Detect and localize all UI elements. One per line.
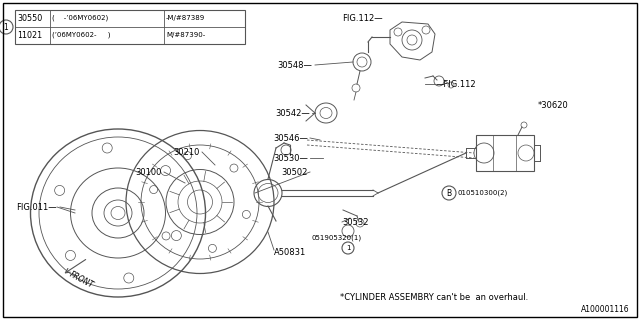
- Text: 30530—: 30530—: [273, 154, 308, 163]
- Text: 010510300(2): 010510300(2): [458, 190, 508, 196]
- Text: 30546—: 30546—: [273, 133, 308, 142]
- Text: 30502: 30502: [282, 167, 308, 177]
- Text: *30620: *30620: [538, 100, 569, 109]
- Text: B: B: [447, 188, 452, 197]
- Text: 30542—: 30542—: [275, 108, 310, 117]
- Text: 051905320(1): 051905320(1): [312, 235, 362, 241]
- Text: 1: 1: [4, 22, 8, 31]
- Text: A50831: A50831: [274, 247, 307, 257]
- Text: A100001116: A100001116: [581, 306, 630, 315]
- Text: (    -’06MY0602): ( -’06MY0602): [52, 15, 108, 21]
- Text: —FIG.112: —FIG.112: [436, 79, 477, 89]
- Text: -M/#87389: -M/#87389: [166, 15, 205, 21]
- Text: 30548—: 30548—: [277, 60, 312, 69]
- Text: FIG.112—: FIG.112—: [342, 13, 383, 22]
- Text: 30210: 30210: [173, 148, 200, 156]
- Text: 30550: 30550: [17, 13, 42, 22]
- Text: FIG.011—: FIG.011—: [17, 203, 57, 212]
- Text: *CYLINDER ASSEMBRY can't be  an overhaul.: *CYLINDER ASSEMBRY can't be an overhaul.: [340, 293, 528, 302]
- Text: M/#87390-: M/#87390-: [166, 32, 205, 38]
- Bar: [15, 10, 245, 44]
- Text: 30100: 30100: [136, 167, 162, 177]
- Bar: [476, 135, 534, 171]
- Text: FRONT: FRONT: [68, 270, 95, 290]
- Text: (’06MY0602-     ): (’06MY0602- ): [52, 32, 111, 38]
- Text: 30532: 30532: [342, 218, 369, 227]
- Text: 1: 1: [346, 245, 350, 251]
- Text: 11021: 11021: [17, 30, 42, 39]
